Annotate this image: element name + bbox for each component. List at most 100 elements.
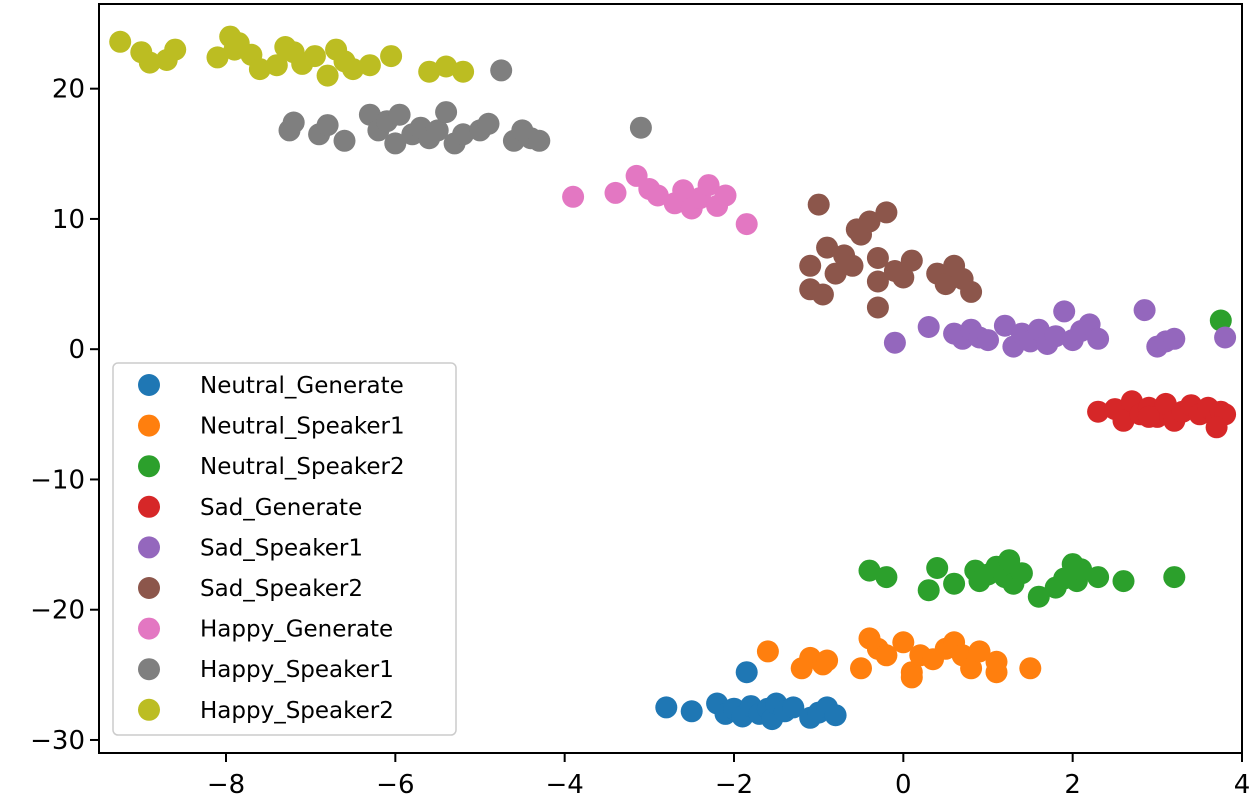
- data-point: [604, 181, 627, 204]
- series-sad-speaker2: [799, 193, 983, 319]
- data-point: [735, 213, 758, 236]
- legend-entry: Neutral_Speaker1: [138, 414, 405, 440]
- data-point: [1027, 585, 1050, 608]
- data-point: [1087, 327, 1110, 350]
- x-tick-label: −2: [715, 770, 753, 800]
- series-sad-speaker1: [883, 299, 1237, 358]
- data-point: [866, 247, 889, 269]
- legend-marker: [138, 536, 160, 559]
- data-points: [109, 25, 1237, 731]
- data-point: [282, 111, 305, 134]
- data-point: [680, 700, 703, 723]
- legend-entry: Happy_Speaker2: [138, 698, 394, 724]
- x-tick-label: −8: [207, 770, 245, 800]
- data-point: [1133, 299, 1156, 322]
- data-point: [824, 704, 847, 727]
- data-point: [1010, 562, 1033, 585]
- data-point: [248, 58, 271, 81]
- data-point: [1087, 566, 1110, 589]
- legend-entry: Neutral_Speaker2: [138, 454, 405, 480]
- data-point: [985, 650, 1008, 673]
- legend-entry: Sad_Speaker1: [138, 535, 363, 561]
- x-tick-label: 2: [1064, 770, 1081, 800]
- data-point: [646, 184, 669, 207]
- data-point: [138, 51, 161, 74]
- legend-entry: Happy_Generate: [138, 617, 393, 643]
- legend: Neutral_Generate Neutral_Speaker1 Neutral_…: [112, 362, 457, 736]
- data-point: [1087, 400, 1110, 423]
- data-point: [926, 557, 949, 579]
- data-point: [223, 38, 246, 61]
- data-point: [892, 266, 915, 289]
- legend-label: Happy_Speaker1: [200, 657, 394, 683]
- data-point: [756, 640, 779, 663]
- data-point: [384, 132, 407, 155]
- data-point: [206, 46, 229, 69]
- data-point: [1019, 657, 1042, 680]
- data-point: [845, 218, 868, 241]
- data-point: [811, 283, 834, 306]
- series-happy-generate: [562, 164, 758, 236]
- data-point: [655, 696, 678, 719]
- data-point: [1209, 309, 1232, 332]
- data-point: [1205, 416, 1228, 439]
- data-point: [816, 236, 839, 259]
- data-point: [490, 59, 513, 82]
- data-point: [333, 129, 356, 152]
- data-point: [917, 579, 940, 602]
- legend-marker: [138, 577, 160, 599]
- legend-label: Sad_Generate: [200, 495, 362, 521]
- legend-label: Neutral_Speaker2: [200, 454, 405, 480]
- y-tick-label: 20: [52, 75, 85, 105]
- data-point: [892, 631, 915, 654]
- data-point: [629, 116, 652, 139]
- data-point: [1044, 325, 1067, 348]
- data-point: [358, 54, 381, 77]
- data-point: [1214, 326, 1237, 349]
- series-happy-speaker1: [278, 59, 652, 155]
- data-point: [672, 179, 695, 202]
- data-point: [841, 254, 864, 277]
- data-point: [799, 254, 822, 277]
- data-point: [380, 45, 403, 68]
- x-tick-label: −4: [546, 770, 584, 800]
- legend-marker: [138, 658, 160, 681]
- y-tick-label: −30: [30, 726, 85, 756]
- data-point: [477, 112, 500, 135]
- data-point: [934, 273, 957, 296]
- series-happy-speaker2: [109, 25, 475, 87]
- data-point: [850, 657, 872, 680]
- data-point: [735, 661, 758, 684]
- legend-label: Neutral_Generate: [200, 373, 404, 399]
- data-point: [917, 316, 940, 338]
- x-tick-label: 0: [895, 770, 912, 800]
- data-point: [883, 331, 906, 354]
- data-point: [1112, 409, 1135, 432]
- data-point: [960, 280, 983, 303]
- legend-entry: Sad_Speaker2: [138, 576, 363, 602]
- data-point: [714, 184, 737, 207]
- data-point: [1053, 300, 1076, 323]
- data-point: [866, 270, 889, 293]
- data-point: [426, 119, 449, 142]
- data-point: [816, 649, 839, 672]
- legend-box: [112, 362, 457, 736]
- data-point: [418, 60, 441, 83]
- data-point: [435, 101, 458, 124]
- series-neutral-speaker2: [858, 309, 1232, 608]
- data-point: [782, 696, 805, 719]
- data-point: [303, 45, 326, 68]
- y-tick-label: −10: [30, 465, 85, 495]
- data-point: [900, 666, 923, 689]
- legend-marker: [138, 455, 160, 478]
- data-point: [993, 314, 1016, 337]
- data-point: [1112, 570, 1135, 593]
- data-point: [342, 58, 364, 81]
- data-point: [697, 174, 720, 197]
- series-neutral-speaker1: [756, 627, 1042, 689]
- legend-label: Happy_Generate: [200, 617, 393, 643]
- data-point: [528, 129, 551, 152]
- legend-marker: [138, 698, 160, 721]
- data-point: [858, 559, 881, 582]
